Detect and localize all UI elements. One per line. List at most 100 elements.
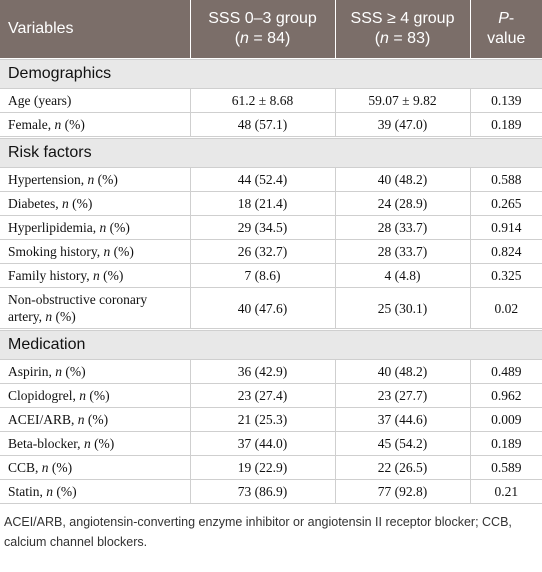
text-segment: = 83) xyxy=(388,30,431,47)
row-label: Statin, n (%) xyxy=(0,479,191,504)
value-cell: 0.962 xyxy=(469,383,542,408)
text-segment: (%) xyxy=(94,172,118,187)
text-segment: ( xyxy=(374,30,381,47)
text-segment: Female, xyxy=(8,117,55,132)
text-segment: Hyperlipidemia, xyxy=(8,220,100,235)
value-cell: 26 (32.7) xyxy=(189,239,336,264)
value-cell: 19 (22.9) xyxy=(189,455,336,480)
text-segment: Statin, xyxy=(8,484,47,499)
text-segment: (%) xyxy=(48,460,73,475)
section-title: Medication xyxy=(0,330,542,360)
text-segment: Non-obstructive coronary artery, xyxy=(8,292,148,324)
text-segment: (%) xyxy=(52,309,76,324)
row-label: Beta-blocker, n (%) xyxy=(0,431,191,456)
italic-segment: n xyxy=(93,268,100,283)
value-cell: 45 (54.2) xyxy=(334,431,471,456)
text-segment: (%) xyxy=(90,436,115,451)
header-line: value xyxy=(479,29,535,49)
data-row: Clopidogrel, n (%) 23 (27.4) 23 (27.7) 0.96… xyxy=(0,383,542,408)
section-title: Risk factors xyxy=(0,138,542,168)
text-segment: SSS ≥ 4 group xyxy=(350,10,455,27)
value-cell: 25 (30.1) xyxy=(334,287,471,329)
text-segment: - xyxy=(508,10,515,27)
italic-segment: n xyxy=(380,30,389,47)
row-label: Diabetes, n (%) xyxy=(0,191,191,216)
text-segment: Family history, xyxy=(8,268,94,283)
italic-segment: n xyxy=(103,244,111,259)
value-cell: 0.588 xyxy=(469,167,542,192)
value-cell: 73 (86.9) xyxy=(189,479,336,504)
value-cell: 0.325 xyxy=(469,263,542,288)
value-cell: 77 (92.8) xyxy=(334,479,471,504)
value-cell: 0.139 xyxy=(469,88,542,113)
text-segment: Beta-blocker, xyxy=(8,436,84,451)
header-line: (n = 83) xyxy=(344,29,462,49)
text-segment: (%) xyxy=(68,196,93,211)
text-segment: SSS 0–3 group xyxy=(208,10,317,27)
value-cell: 0.589 xyxy=(469,455,542,480)
header-cell: Variables xyxy=(0,0,190,58)
value-cell: 37 (44.0) xyxy=(189,431,336,456)
italic-segment: n xyxy=(99,220,107,235)
section-row: Risk factors xyxy=(0,138,542,168)
value-cell: 0.009 xyxy=(469,407,542,432)
data-row: Aspirin, n (%) 36 (42.9) 40 (48.2) 0.489 xyxy=(0,359,542,384)
value-cell: 28 (33.7) xyxy=(334,239,471,264)
value-cell: 0.489 xyxy=(469,359,542,384)
value-cell: 44 (52.4) xyxy=(189,167,336,192)
text-segment: Smoking history, xyxy=(8,244,104,259)
italic-segment: n xyxy=(45,309,53,324)
row-label: Aspirin, n (%) xyxy=(0,359,191,384)
section-row: Demographics xyxy=(0,59,542,89)
value-cell: 18 (21.4) xyxy=(189,191,336,216)
value-cell: 0.265 xyxy=(469,191,542,216)
text-segment: (%) xyxy=(99,268,124,283)
text-segment: Aspirin, xyxy=(8,364,56,379)
italic-segment: n xyxy=(55,364,62,379)
italic-segment: n xyxy=(41,460,49,475)
value-cell: 4 (4.8) xyxy=(334,263,471,288)
value-cell: 7 (8.6) xyxy=(189,263,336,288)
italic-segment: n xyxy=(240,30,249,47)
text-segment: Variables xyxy=(8,20,74,37)
row-label: CCB, n (%) xyxy=(0,455,191,480)
value-cell: 39 (47.0) xyxy=(334,112,471,137)
data-row: Diabetes, n (%) 18 (21.4) 24 (28.9) 0.265 xyxy=(0,191,542,216)
header-row: Variables SSS 0–3 group (n = 84) SSS ≥ 4 gr… xyxy=(0,0,542,58)
text-segment: Clopidogrel, xyxy=(8,388,80,403)
data-row: Family history, n (%) 7 (8.6) 4 (4.8) 0.325 xyxy=(0,263,542,288)
value-cell: 24 (28.9) xyxy=(334,191,471,216)
data-row: Female, n (%) 48 (57.1) 39 (47.0) 0.189 xyxy=(0,112,542,137)
text-segment: Age (years) xyxy=(8,93,72,108)
italic-segment: n xyxy=(61,196,69,211)
data-row: Non-obstructive coronary artery, n (%) 40… xyxy=(0,287,542,329)
value-cell: 0.21 xyxy=(469,479,542,504)
text-segment: (%) xyxy=(86,388,110,403)
text-segment: (%) xyxy=(106,220,130,235)
value-cell: 0.189 xyxy=(469,431,542,456)
text-segment: Diabetes, xyxy=(8,196,62,211)
header-line: P- xyxy=(479,9,535,29)
value-cell: 40 (48.2) xyxy=(334,359,471,384)
row-label: Non-obstructive coronary artery, n (%) xyxy=(0,287,191,329)
value-cell: 23 (27.7) xyxy=(334,383,471,408)
value-cell: 59.07 ± 9.82 xyxy=(334,88,471,113)
value-cell: 21 (25.3) xyxy=(189,407,336,432)
row-label: Age (years) xyxy=(0,88,191,113)
text-segment: (%) xyxy=(62,364,86,379)
value-cell: 29 (34.5) xyxy=(189,215,336,240)
text-segment: (%) xyxy=(84,412,109,427)
data-table: Variables SSS 0–3 group (n = 84) SSS ≥ 4 gr… xyxy=(0,0,542,504)
row-label: Hyperlipidemia, n (%) xyxy=(0,215,191,240)
row-label: Clopidogrel, n (%) xyxy=(0,383,191,408)
section-row: Medication xyxy=(0,330,542,360)
italic-segment: n xyxy=(87,172,95,187)
value-cell: 0.02 xyxy=(469,287,542,329)
value-cell: 36 (42.9) xyxy=(189,359,336,384)
table-body: Demographics Age (years) 61.2 ± 8.68 59.07 … xyxy=(0,58,542,504)
header-cell: SSS 0–3 group (n = 84) xyxy=(189,0,335,58)
row-label: Female, n (%) xyxy=(0,112,191,137)
text-segment: Hypertension, xyxy=(8,172,88,187)
italic-segment: P xyxy=(498,10,509,27)
